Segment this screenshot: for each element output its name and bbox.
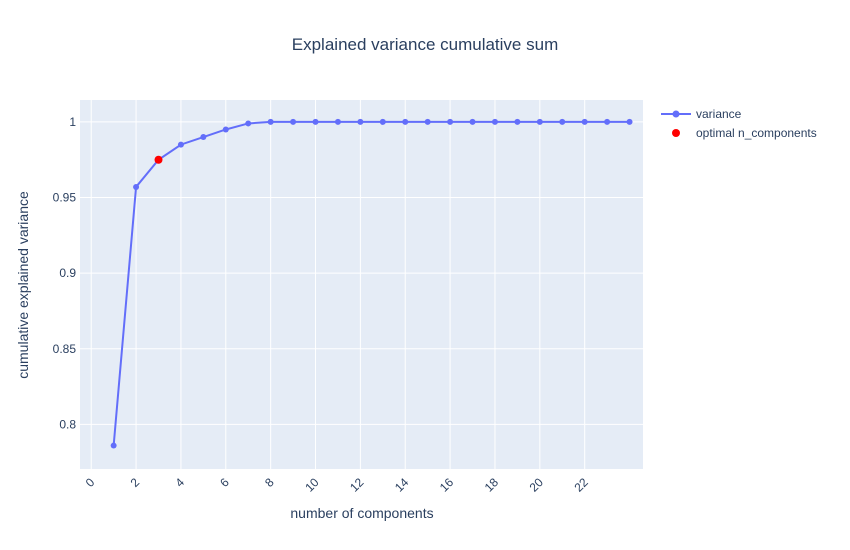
x-tick-label: 20	[527, 475, 547, 495]
variance-point[interactable]	[222, 126, 229, 133]
grid-lines	[80, 100, 643, 469]
legend-optimal-marker-icon	[672, 129, 680, 137]
x-tick-label: 22	[571, 475, 591, 495]
variance-point[interactable]	[447, 118, 454, 125]
variance-point[interactable]	[245, 120, 252, 127]
variance-point[interactable]	[200, 134, 207, 141]
variance-series-line	[112, 120, 630, 446]
variance-point[interactable]	[536, 118, 543, 125]
legend-variance-marker-icon	[672, 110, 680, 118]
series-layer	[110, 118, 633, 449]
x-tick-label: 10	[302, 475, 322, 495]
variance-point[interactable]	[133, 183, 140, 190]
variance-point[interactable]	[334, 118, 341, 125]
variance-point[interactable]	[514, 118, 521, 125]
variance-point[interactable]	[290, 118, 297, 125]
variance-point[interactable]	[357, 118, 364, 125]
y-tick-label: 0.95	[53, 191, 77, 205]
x-axis-title: number of components	[290, 505, 433, 521]
chart-title: Explained variance cumulative sum	[292, 35, 558, 54]
x-tick-label: 14	[392, 475, 412, 495]
x-tick-label: 18	[482, 475, 502, 495]
x-axis-ticks: 0 2 4 6 8 10 12 14 16 18 20 22	[83, 475, 591, 495]
variance-point[interactable]	[312, 118, 319, 125]
y-tick-label: 0.85	[53, 342, 77, 356]
variance-point[interactable]	[402, 118, 409, 125]
variance-point[interactable]	[604, 118, 611, 125]
y-tick-label: 1	[69, 115, 76, 129]
x-tick-label: 16	[437, 475, 457, 495]
legend-label-optimal: optimal n_components	[696, 126, 817, 140]
variance-point[interactable]	[559, 118, 566, 125]
x-tick-label: 8	[262, 475, 277, 490]
variance-point[interactable]	[491, 118, 498, 125]
x-tick-label: 4	[172, 475, 187, 490]
x-tick-label: 2	[128, 475, 143, 490]
legend-item-variance[interactable]: variance	[661, 107, 742, 121]
variance-point[interactable]	[379, 118, 386, 125]
y-axis-title: cumulative explained variance	[15, 191, 31, 379]
variance-point[interactable]	[110, 442, 117, 449]
x-tick-label: 0	[83, 475, 98, 490]
y-axis-ticks: 0.8 0.85 0.9 0.95 1	[53, 115, 77, 431]
variance-point[interactable]	[626, 118, 633, 125]
y-tick-label: 0.9	[59, 266, 76, 280]
variance-point[interactable]	[581, 118, 588, 125]
x-tick-label: 6	[217, 475, 232, 490]
plot-area	[80, 100, 643, 469]
variance-point[interactable]	[177, 141, 184, 148]
variance-point[interactable]	[267, 118, 274, 125]
y-tick-label: 0.8	[59, 417, 76, 431]
variance-point[interactable]	[424, 118, 431, 125]
x-tick-label: 12	[347, 475, 367, 495]
optimal-n-components-point[interactable]	[154, 155, 163, 164]
legend-item-optimal[interactable]: optimal n_components	[672, 126, 817, 140]
variance-point[interactable]	[469, 118, 476, 125]
legend: variance optimal n_components	[661, 107, 817, 140]
legend-label-variance: variance	[696, 107, 742, 121]
